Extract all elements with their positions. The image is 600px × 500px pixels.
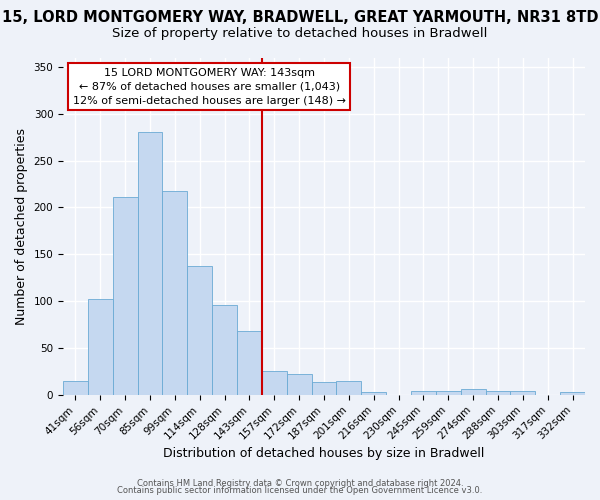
Bar (337, 381, 361, 395)
Bar (311, 382, 337, 395)
Bar (411, 391, 436, 395)
Bar (262, 372, 287, 395)
Bar (560, 392, 585, 395)
X-axis label: Distribution of detached houses by size in Bradwell: Distribution of detached houses by size … (163, 447, 485, 460)
Bar (113, 197, 137, 395)
Text: 15, LORD MONTGOMERY WAY, BRADWELL, GREAT YARMOUTH, NR31 8TD: 15, LORD MONTGOMERY WAY, BRADWELL, GREAT… (2, 10, 598, 25)
Text: Contains HM Land Registry data © Crown copyright and database right 2024.: Contains HM Land Registry data © Crown c… (137, 478, 463, 488)
Bar (485, 391, 511, 395)
Bar (361, 392, 386, 395)
Text: 15 LORD MONTGOMERY WAY: 143sqm
← 87% of detached houses are smaller (1,043)
12% : 15 LORD MONTGOMERY WAY: 143sqm ← 87% of … (73, 68, 346, 106)
Bar (187, 266, 212, 395)
Bar (461, 389, 485, 395)
Bar (63, 381, 88, 395)
Bar (511, 391, 535, 395)
Bar (88, 300, 113, 395)
Bar (137, 132, 163, 395)
Bar (163, 190, 187, 395)
Bar (237, 331, 262, 395)
Bar (436, 391, 461, 395)
Text: Contains public sector information licensed under the Open Government Licence v3: Contains public sector information licen… (118, 486, 482, 495)
Text: Size of property relative to detached houses in Bradwell: Size of property relative to detached ho… (112, 28, 488, 40)
Bar (287, 374, 311, 395)
Bar (212, 305, 237, 395)
Y-axis label: Number of detached properties: Number of detached properties (15, 128, 28, 324)
